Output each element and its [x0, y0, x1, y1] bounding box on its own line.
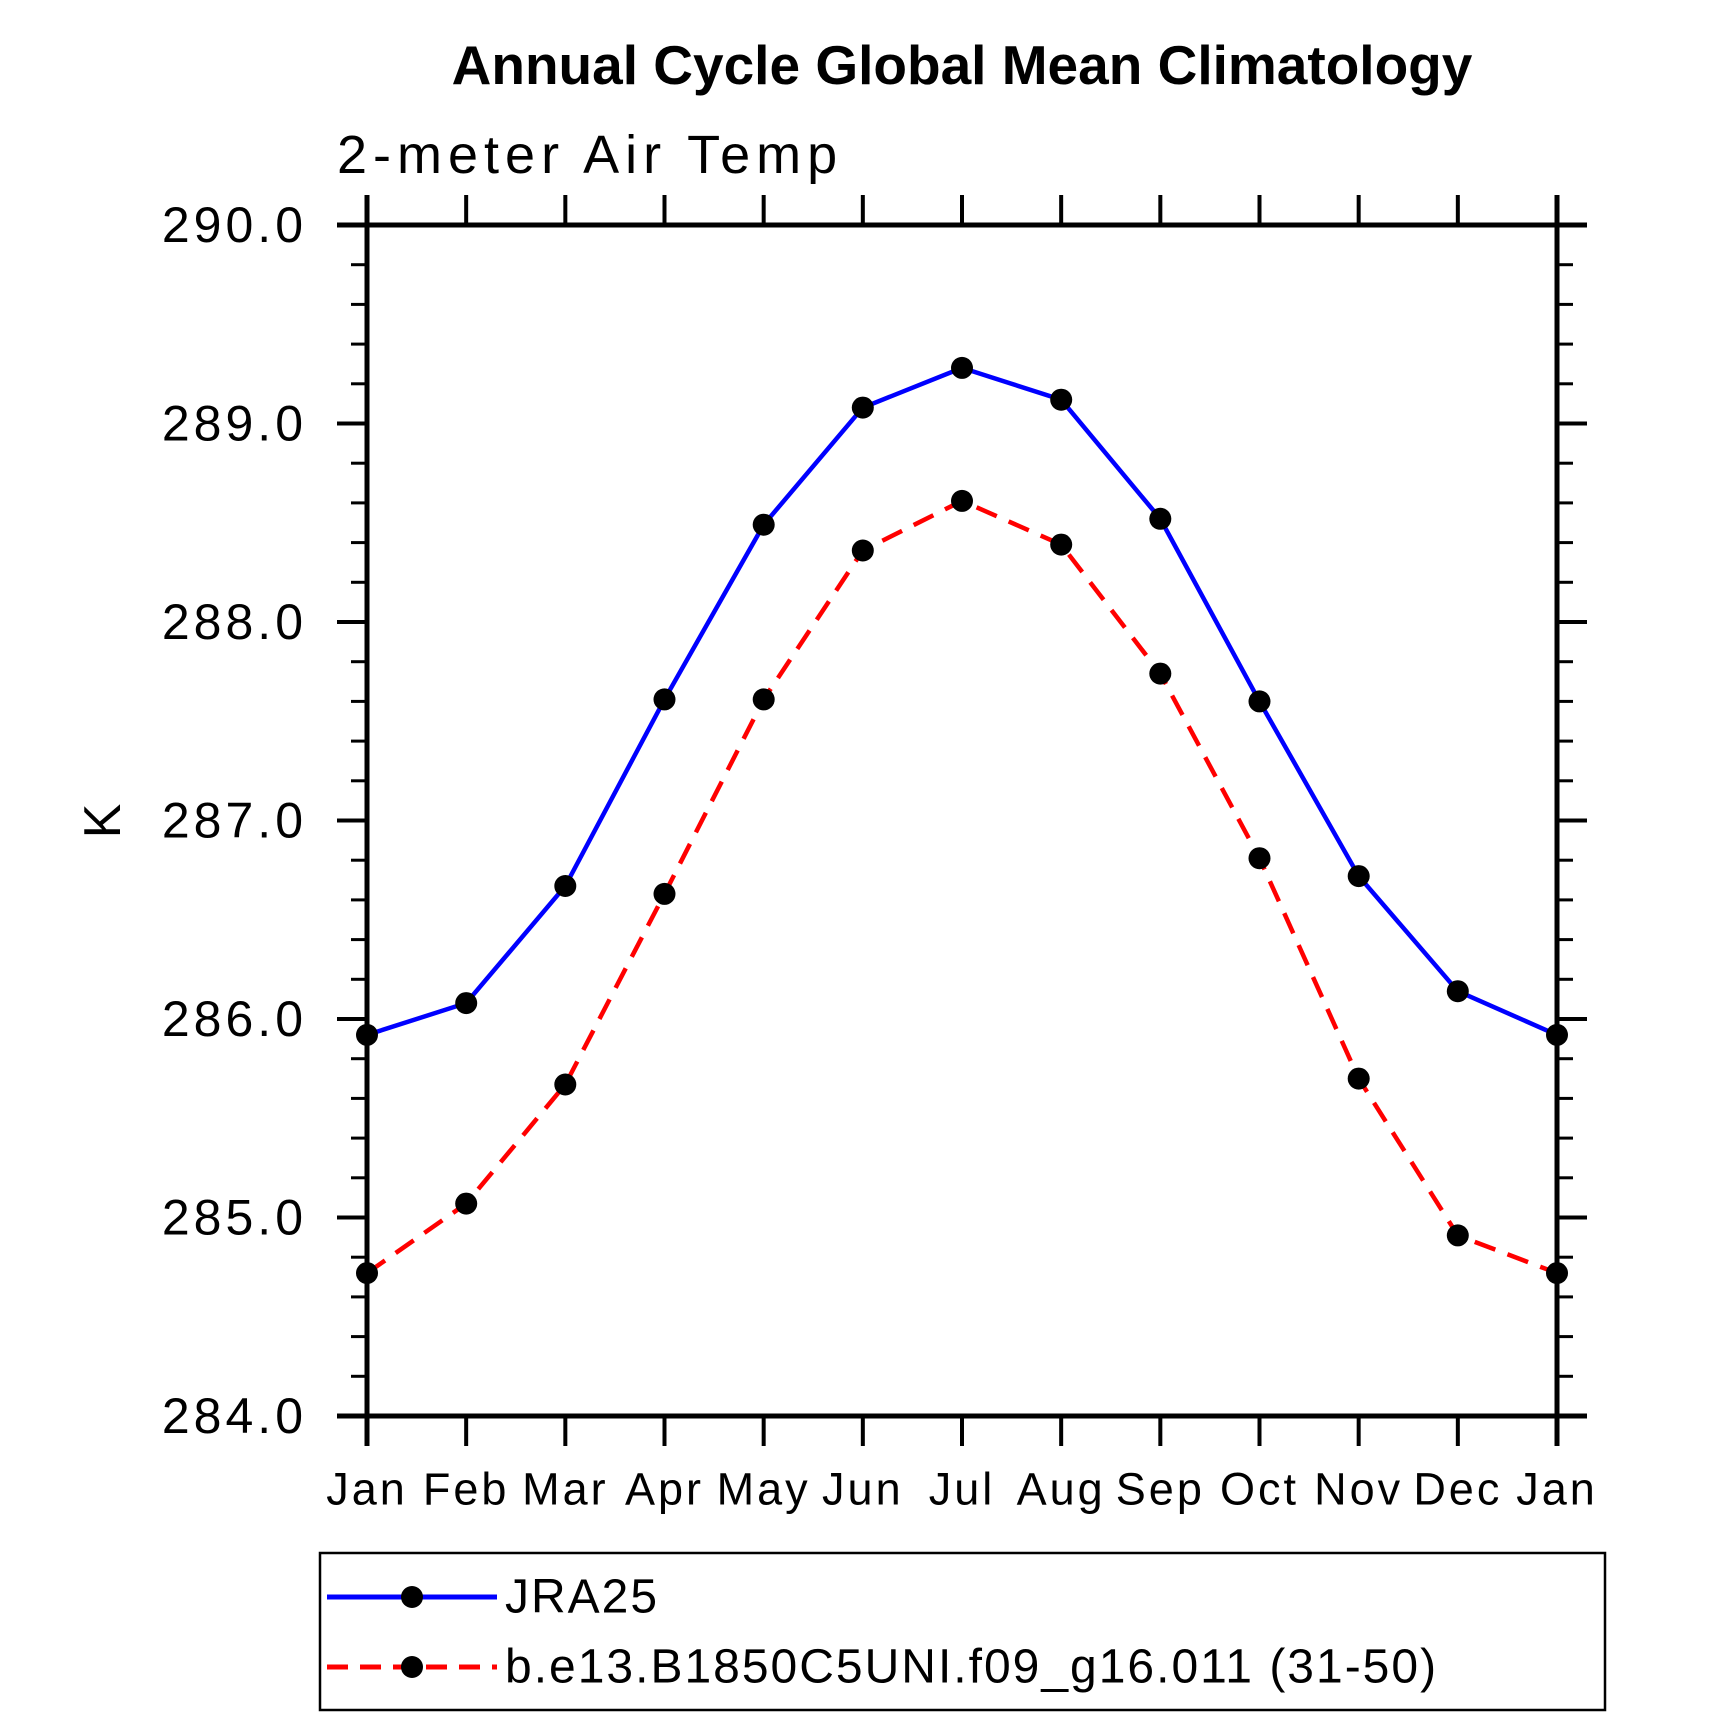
data-point-marker [1050, 388, 1073, 411]
data-point-marker [1248, 847, 1271, 870]
data-point-marker [356, 1023, 378, 1046]
y-tick-label: 286.0 [162, 991, 307, 1047]
legend-marker-icon [401, 1586, 423, 1608]
x-tick-label: Oct [1220, 1464, 1299, 1515]
legend-label-model: b.e13.B1850C5UNI.f09_g16.011 (31-50) [505, 1641, 1438, 1694]
data-point-marker [1546, 1023, 1568, 1046]
legend-box [318, 1551, 1607, 1712]
y-tick-label: 289.0 [162, 396, 307, 452]
x-tick-label: Dec [1413, 1464, 1502, 1515]
data-point-marker [951, 356, 973, 379]
chart-title: Annual Cycle Global Mean Climatology [452, 34, 1473, 96]
legend: JRA25 b.e13.B1850C5UNI.f09_g16.011 (31-5… [318, 1551, 1607, 1712]
x-tick-label: Sep [1116, 1464, 1205, 1515]
data-point-marker [851, 396, 874, 419]
y-axis-label: K [74, 802, 132, 839]
x-tick-label: Mar [522, 1464, 609, 1515]
data-point-marker [1248, 690, 1271, 713]
data-point-marker [752, 688, 775, 711]
data-point-marker [356, 1262, 378, 1285]
plot-area: Jan Feb Mar Apr May Jun Jul Aug Sep Oct Nov Dec Jan 2… [162, 195, 1598, 1515]
data-point-marker [455, 1192, 478, 1215]
x-tick-label: Apr [625, 1464, 704, 1515]
x-tick-label: Jan [1516, 1464, 1598, 1515]
data-point-marker [1347, 1067, 1370, 1090]
x-tick-label: Jul [929, 1464, 996, 1515]
data-point-marker [1347, 865, 1370, 888]
x-tick-label: Nov [1314, 1464, 1403, 1515]
series-line-1 [365, 498, 1558, 1276]
data-point-marker [1546, 1262, 1568, 1285]
data-point-marker [752, 513, 775, 536]
data-point-marker [1149, 507, 1172, 530]
data-point-marker [1446, 1224, 1469, 1247]
data-point-marker [455, 992, 478, 1015]
series-line-0 [366, 365, 1558, 1038]
x-tick-label: Aug [1017, 1464, 1106, 1515]
data-point-marker [554, 1073, 577, 1096]
data-point-marker [1446, 980, 1469, 1003]
legend-label-jra25: JRA25 [505, 1571, 659, 1624]
legend-marker-icon [401, 1656, 423, 1678]
x-tick-label: May [717, 1464, 811, 1515]
data-point-marker [951, 489, 973, 512]
data-point-marker [653, 688, 676, 711]
data-point-marker [851, 539, 874, 562]
y-tick-label: 285.0 [162, 1190, 307, 1246]
x-tick-label: Jun [822, 1464, 904, 1515]
data-point-marker [554, 875, 577, 897]
y-tick-label: 288.0 [162, 594, 307, 650]
x-tick-label: Feb [423, 1464, 510, 1515]
y-tick-label: 290.0 [162, 197, 307, 253]
chart-subtitle: 2-meter Air Temp [337, 125, 843, 185]
data-point-marker [653, 882, 676, 905]
data-point-marker [1050, 533, 1073, 556]
data-point-marker [1149, 662, 1172, 685]
y-tick-label: 284.0 [162, 1388, 307, 1444]
x-tick-label: Jan [326, 1464, 408, 1515]
y-tick-label: 287.0 [162, 793, 307, 849]
